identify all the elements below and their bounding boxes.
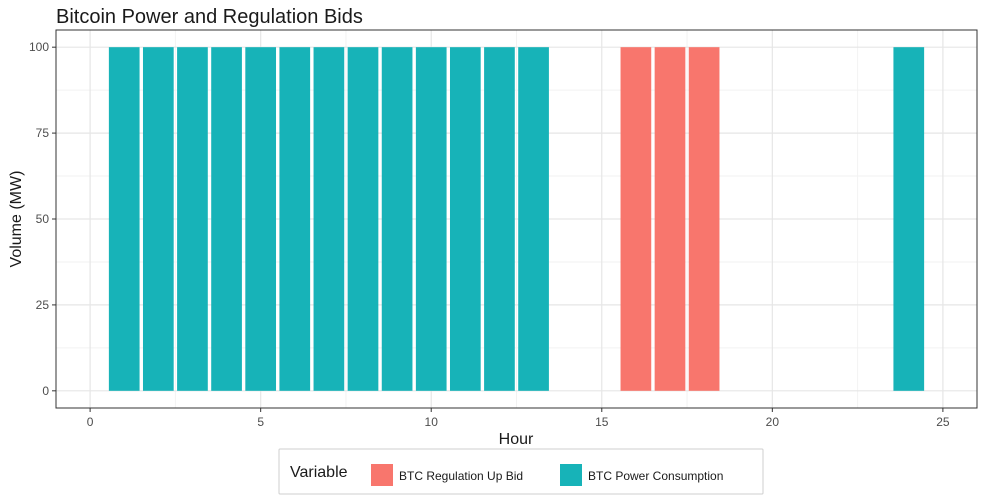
chart-title: Bitcoin Power and Regulation Bids [56, 6, 363, 28]
x-tick-label: 25 [936, 415, 950, 429]
x-tick-label: 0 [87, 415, 94, 429]
y-tick-label: 25 [36, 298, 50, 312]
bar-regulation-up-bid [654, 47, 686, 391]
legend: Variable BTC Regulation Up Bid BTC Power… [278, 448, 764, 495]
legend-title: Variable [290, 464, 348, 481]
bar-power-consumption [177, 47, 208, 391]
x-tick-label: 5 [257, 415, 264, 429]
bar-power-consumption [484, 47, 515, 391]
bar-power-consumption [449, 47, 481, 391]
bar-regulation-up-bid [688, 47, 720, 391]
x-tick-label: 20 [766, 415, 780, 429]
x-axis: 0 5 10 15 20 25 [87, 408, 950, 429]
x-tick-label: 10 [425, 415, 439, 429]
bars [108, 47, 925, 391]
y-tick-label: 0 [42, 384, 49, 398]
bar-power-consumption [518, 47, 549, 391]
bar-power-consumption [108, 47, 140, 391]
y-axis: 0 25 50 75 100 [29, 40, 56, 398]
bar-power-consumption [245, 47, 277, 391]
y-tick-label: 50 [36, 212, 50, 226]
plot-area [55, 29, 978, 409]
legend-box [278, 448, 764, 495]
legend-label-power: BTC Power Consumption [588, 469, 723, 483]
x-axis-title: Hour [499, 431, 534, 448]
legend-swatch-regulation [371, 464, 393, 486]
bar-regulation-up-bid [620, 47, 652, 391]
bar-power-consumption [313, 47, 345, 391]
y-axis-title: Volume (MW) [8, 171, 25, 268]
bar-power-consumption [893, 47, 925, 391]
bar-power-consumption [279, 47, 311, 391]
bar-power-consumption [347, 47, 379, 391]
y-tick-label: 75 [36, 126, 50, 140]
bar-power-consumption [415, 47, 447, 391]
bar-power-consumption [211, 47, 242, 391]
legend-swatch-power [560, 464, 582, 486]
bar-power-consumption [142, 47, 174, 391]
bar-power-consumption [381, 47, 413, 391]
legend-label-regulation: BTC Regulation Up Bid [399, 469, 523, 483]
x-tick-label: 15 [595, 415, 609, 429]
y-tick-label: 100 [29, 40, 49, 54]
